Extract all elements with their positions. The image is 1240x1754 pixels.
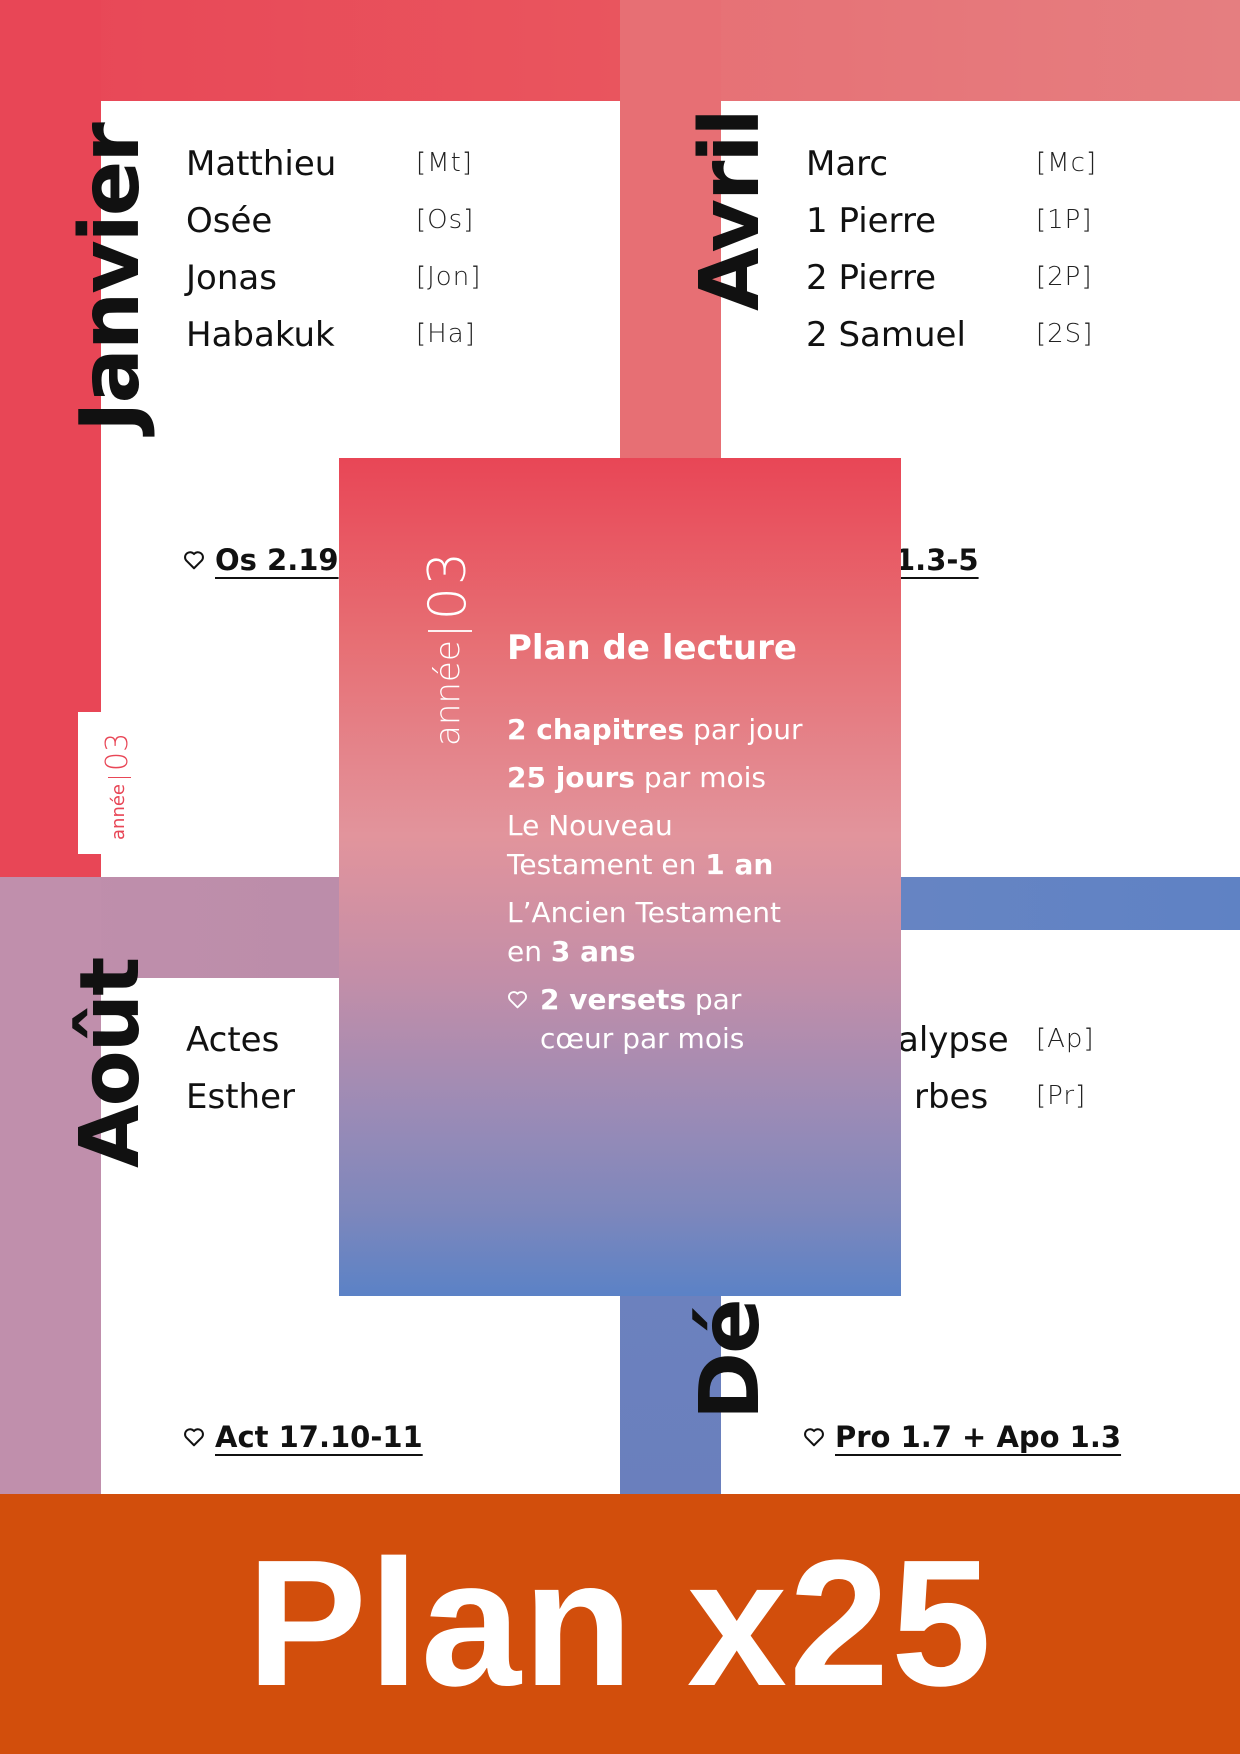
book-abbr: [Ap] xyxy=(1036,1024,1095,1054)
avril-verse[interactable]: 1.3-5 xyxy=(895,543,979,577)
verse-ref-avril[interactable]: 1.3-5 xyxy=(895,543,979,577)
book-abbr: [1P] xyxy=(1036,205,1093,235)
decembre-verse[interactable]: Pro 1.7 + Apo 1.3 xyxy=(803,1420,1121,1454)
card-details: 2 chapitres par jour 25 jours par mois L… xyxy=(507,710,877,1067)
month-title-aout: Août xyxy=(63,958,158,1168)
month-title-decembre: Dé xyxy=(683,1300,778,1420)
card-year-number: 03 xyxy=(418,550,478,621)
month-title-avril: Avril xyxy=(683,110,778,311)
book-abbr: [2S] xyxy=(1036,319,1094,349)
book-name: Osée xyxy=(186,201,273,241)
book-abbr: [Jon] xyxy=(416,262,482,292)
book-name: Habakuk xyxy=(186,315,335,355)
book-abbr: [Mt] xyxy=(416,148,473,178)
reading-plan-card: année 03 Plan de lecture 2 chapitres par… xyxy=(339,458,901,1296)
book-abbr: [Mc] xyxy=(1036,148,1098,178)
verse-ref-aout[interactable]: Act 17.10-11 xyxy=(215,1420,423,1454)
book-name: alypse xyxy=(898,1020,1009,1060)
heart-outline-icon xyxy=(804,1428,824,1447)
book-abbr: [2P] xyxy=(1036,262,1093,292)
aout-verse[interactable]: Act 17.10-11 xyxy=(183,1420,423,1454)
year-label: année xyxy=(108,777,131,840)
book-abbr: [Ha] xyxy=(416,319,476,349)
year-tab: année 03 xyxy=(78,712,135,854)
book-name: Actes xyxy=(186,1020,280,1060)
year-number: 03 xyxy=(100,732,135,771)
book-name: 2 Samuel xyxy=(806,315,966,355)
bottom-banner: Plan x25 xyxy=(0,1494,1240,1754)
detail-nouveau-testament: Le Nouveau Testament en 1 an xyxy=(507,809,774,881)
banner-title: Plan x25 xyxy=(246,1523,994,1724)
book-name: Jonas xyxy=(186,258,277,298)
year-tab-label: année 03 xyxy=(100,732,135,840)
book-name: Marc xyxy=(806,144,889,184)
book-name: 2 Pierre xyxy=(806,258,937,298)
book-name: rbes xyxy=(914,1077,989,1117)
detail-jours: 25 jours par mois xyxy=(507,761,766,794)
heart-outline-icon xyxy=(184,551,204,570)
book-abbr: [Pr] xyxy=(1036,1081,1087,1111)
janvier-verse[interactable]: Os 2.19 xyxy=(183,543,339,577)
heart-outline-icon xyxy=(184,1428,204,1447)
verse-ref-decembre[interactable]: Pro 1.7 + Apo 1.3 xyxy=(835,1420,1122,1454)
card-title: Plan de lecture xyxy=(507,628,797,668)
janvier-frame-top xyxy=(0,0,620,101)
book-name: Esther xyxy=(186,1077,295,1117)
month-title-janvier: Janvier xyxy=(63,124,158,432)
detail-ancien-testament: L’Ancien Testament en 3 ans xyxy=(507,896,781,968)
aout-frame-side xyxy=(0,877,101,1494)
book-name: 1 Pierre xyxy=(806,201,937,241)
card-year-label: année xyxy=(427,630,472,746)
verse-ref-janvier[interactable]: Os 2.19 xyxy=(215,543,339,577)
book-name: Matthieu xyxy=(186,144,337,184)
book-abbr: [Os] xyxy=(416,205,475,235)
detail-versets: 2 versets par cœur par mois xyxy=(507,980,877,1058)
card-year: année 03 xyxy=(418,550,478,746)
detail-chapitres: 2 chapitres par jour xyxy=(507,713,803,746)
heart-outline-icon xyxy=(508,991,527,1009)
avril-frame-top xyxy=(620,0,1240,101)
